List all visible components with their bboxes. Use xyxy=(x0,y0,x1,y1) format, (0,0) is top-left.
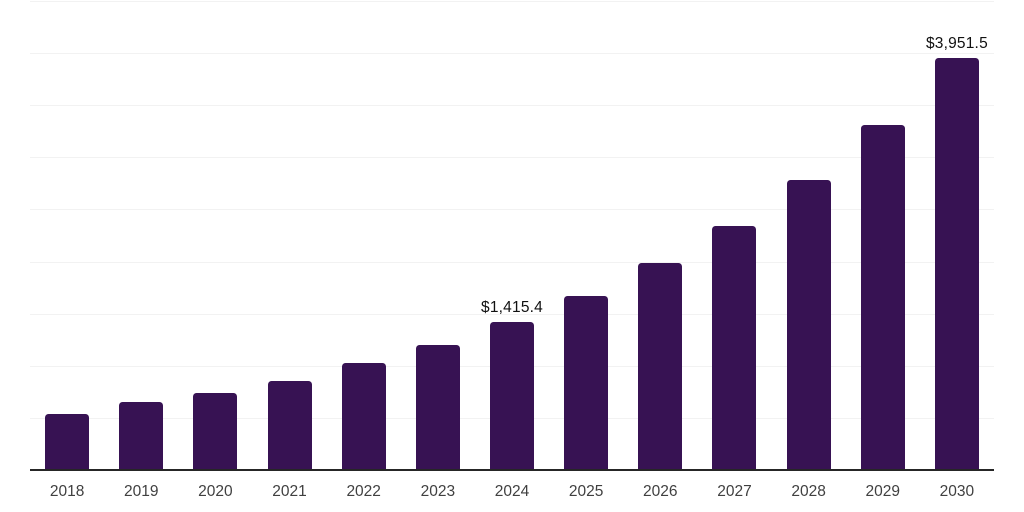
x-axis-labels: 2018 2019 2020 2021 2022 2023 2024 2025 2026 2027… xyxy=(30,483,994,503)
x-tick-2020: 2020 xyxy=(198,483,233,500)
bar-2024 xyxy=(490,322,534,470)
bar-value-label-2030: $3,951.5 xyxy=(925,35,988,53)
bar-2028 xyxy=(786,179,831,470)
x-tick-2026: 2026 xyxy=(643,483,678,500)
bar-2029 xyxy=(860,125,905,470)
x-tick-2029: 2029 xyxy=(865,483,900,500)
bar-2027 xyxy=(712,226,757,470)
x-tick-2027: 2027 xyxy=(717,483,752,500)
bar-2020 xyxy=(193,392,238,470)
bar-2026 xyxy=(638,263,683,470)
x-tick-2022: 2022 xyxy=(346,483,381,500)
bar-2021 xyxy=(267,380,312,470)
bar-2025 xyxy=(564,296,609,470)
plot-area: $1,415.4 $3,951.5 xyxy=(30,1,994,471)
gridline-3500 xyxy=(30,105,994,107)
x-tick-2019: 2019 xyxy=(123,483,159,500)
bar-2023 xyxy=(415,344,460,470)
gridline-3000 xyxy=(30,157,994,159)
bar-2019 xyxy=(119,401,164,470)
gridline-2000 xyxy=(30,261,994,263)
x-tick-2021: 2021 xyxy=(272,483,307,500)
gridline-4000 xyxy=(30,53,994,55)
bar-2022 xyxy=(341,363,386,470)
x-tick-2024: 2024 xyxy=(494,483,530,500)
x-tick-2030: 2030 xyxy=(939,483,975,500)
bar-value-label-2024: $1,415.4 xyxy=(481,299,543,317)
bar-2030 xyxy=(934,58,979,470)
x-tick-2023: 2023 xyxy=(420,483,456,500)
x-tick-2028: 2028 xyxy=(791,483,826,500)
gridline-2500 xyxy=(30,209,994,211)
x-axis-line xyxy=(30,469,994,471)
x-tick-2018: 2018 xyxy=(49,483,85,500)
gridline-1500 xyxy=(30,313,994,315)
bar-2018 xyxy=(45,414,90,470)
gridline-4500 xyxy=(30,1,994,2)
x-tick-2025: 2025 xyxy=(568,483,604,500)
